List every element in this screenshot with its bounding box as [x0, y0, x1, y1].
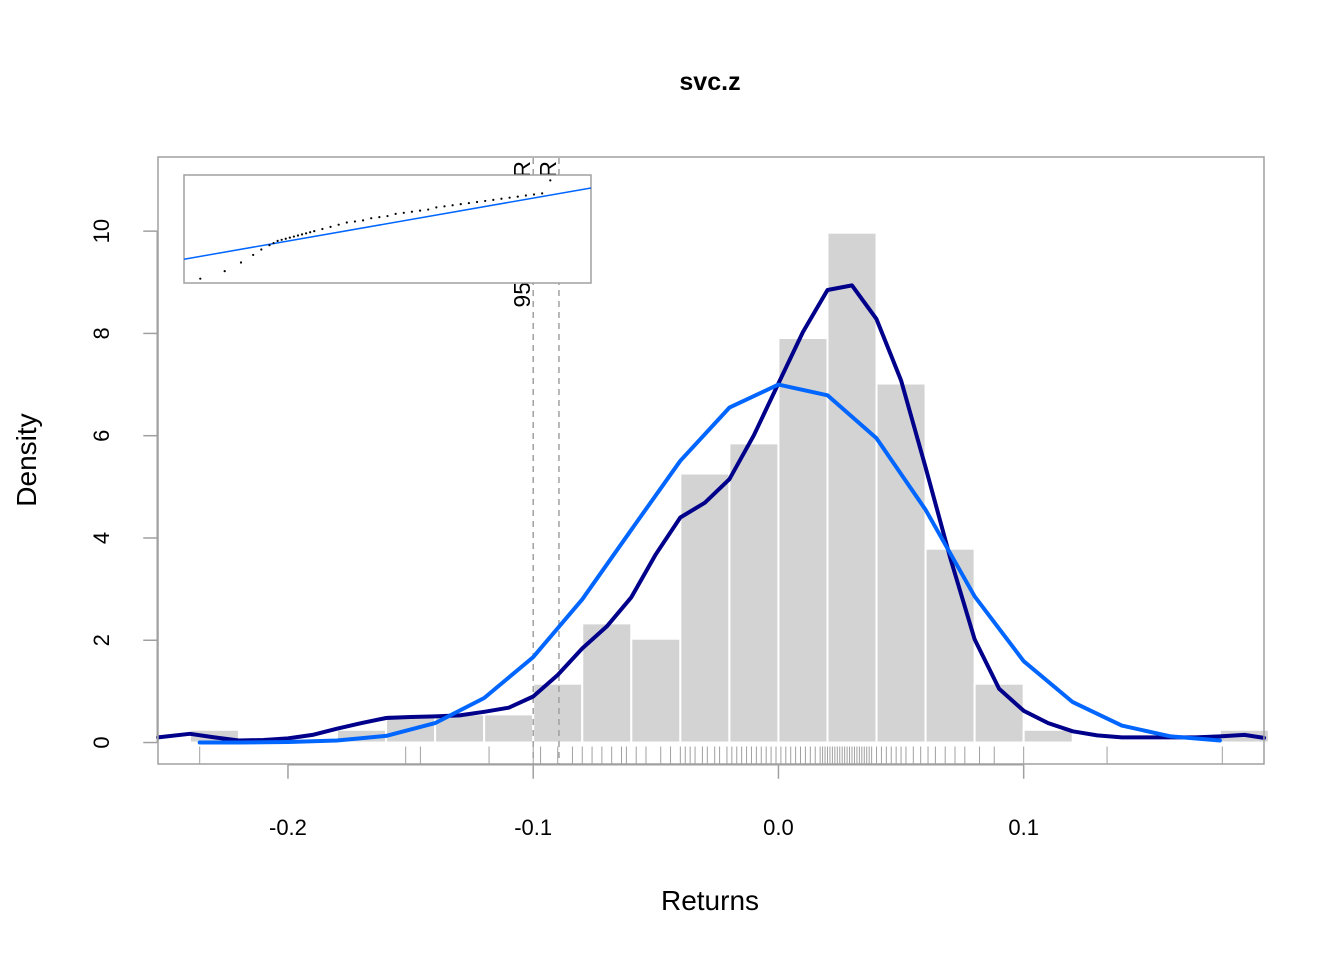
- qq-point-39: [500, 197, 503, 200]
- qq-point-38: [492, 198, 495, 201]
- qq-point-19: [337, 223, 340, 226]
- qq-point-6: [272, 241, 275, 245]
- histogram-bar-15: [924, 547, 976, 744]
- histogram-bar-6: [483, 713, 535, 744]
- qq-point-23: [370, 217, 373, 220]
- qq-inset-frame: [183, 174, 592, 284]
- qq-point-4: [260, 248, 263, 251]
- rug-marks: [199, 746, 1223, 764]
- density-curve: [156, 283, 1266, 743]
- qq-point-41: [516, 195, 519, 198]
- qq-point-7: [276, 239, 279, 242]
- qq-point-10: [288, 236, 291, 239]
- qq-point-18: [329, 225, 332, 228]
- qq-point-2: [239, 261, 243, 264]
- y-tick-label-2: 4: [89, 532, 114, 544]
- qq-point-31: [435, 206, 438, 209]
- qq-point-36: [475, 200, 479, 204]
- histogram-bar-12: [777, 337, 829, 744]
- qq-point-40: [508, 196, 511, 199]
- qq-point-8: [280, 238, 283, 241]
- qq-point-22: [361, 219, 365, 222]
- y-tick-label-5: 10: [89, 219, 114, 243]
- qq-point-12: [296, 234, 300, 237]
- qq-point-28: [410, 210, 414, 213]
- histogram-bar-11: [728, 442, 780, 744]
- histogram-bar-13: [826, 231, 878, 744]
- normal-curve: [197, 382, 1222, 745]
- histogram-bar-17: [1022, 728, 1074, 744]
- y-axis-label: Density: [11, 413, 42, 506]
- chart-title: svc.z: [679, 68, 740, 96]
- qq-point-1: [223, 270, 226, 273]
- x-tick-label-3: 0.1: [1008, 815, 1039, 840]
- qq-point-37: [484, 199, 487, 203]
- qq-point-32: [443, 205, 446, 208]
- qq-point-25: [386, 214, 389, 218]
- qq-point-34: [459, 203, 462, 206]
- qq-point-5: [268, 244, 271, 247]
- histogram-bar-10: [679, 472, 731, 744]
- qq-point-15: [309, 231, 312, 234]
- qq-point-20: [345, 221, 348, 224]
- qq-point-13: [300, 233, 304, 236]
- y-tick-label-3: 6: [89, 430, 114, 442]
- qq-point-29: [418, 209, 422, 212]
- qq-point-33: [451, 204, 454, 207]
- qq-inset: [183, 174, 592, 284]
- histogram-bar-9: [630, 637, 682, 744]
- qq-point-24: [378, 216, 381, 219]
- qq-point-35: [467, 201, 470, 205]
- qq-point-30: [427, 208, 430, 211]
- x-axis: -0.2 -0.1 0.0 0.1: [269, 764, 1039, 840]
- x-tick-label-0: -0.2: [269, 815, 307, 840]
- y-tick-label-4: 8: [89, 327, 114, 339]
- qq-point-44: [541, 192, 544, 195]
- y-tick-label-0: 0: [89, 736, 114, 748]
- qq-point-14: [305, 232, 308, 235]
- qq-point-42: [524, 194, 527, 197]
- qq-point-9: [284, 237, 287, 240]
- y-axis: 0 2 4 6 8 10: [89, 219, 158, 749]
- qq-point-27: [402, 211, 405, 214]
- qq-point-45: [549, 179, 552, 182]
- x-axis-label: Returns: [661, 885, 759, 916]
- qq-reference-line: [183, 187, 592, 260]
- qq-point-0: [199, 277, 202, 280]
- qq-point-16: [313, 230, 316, 233]
- qq-point-43: [532, 193, 536, 196]
- curves: [156, 283, 1266, 745]
- qq-point-3: [252, 253, 255, 257]
- x-tick-label-1: -0.1: [514, 815, 552, 840]
- histogram-bar-16: [973, 682, 1025, 744]
- x-tick-label-2: 0.0: [763, 815, 794, 840]
- histogram-bars: [188, 231, 1270, 744]
- qq-point-17: [321, 227, 324, 231]
- qq-point-26: [394, 212, 397, 215]
- y-tick-label-1: 2: [89, 634, 114, 646]
- qq-point-21: [353, 220, 357, 223]
- qq-point-11: [292, 235, 295, 238]
